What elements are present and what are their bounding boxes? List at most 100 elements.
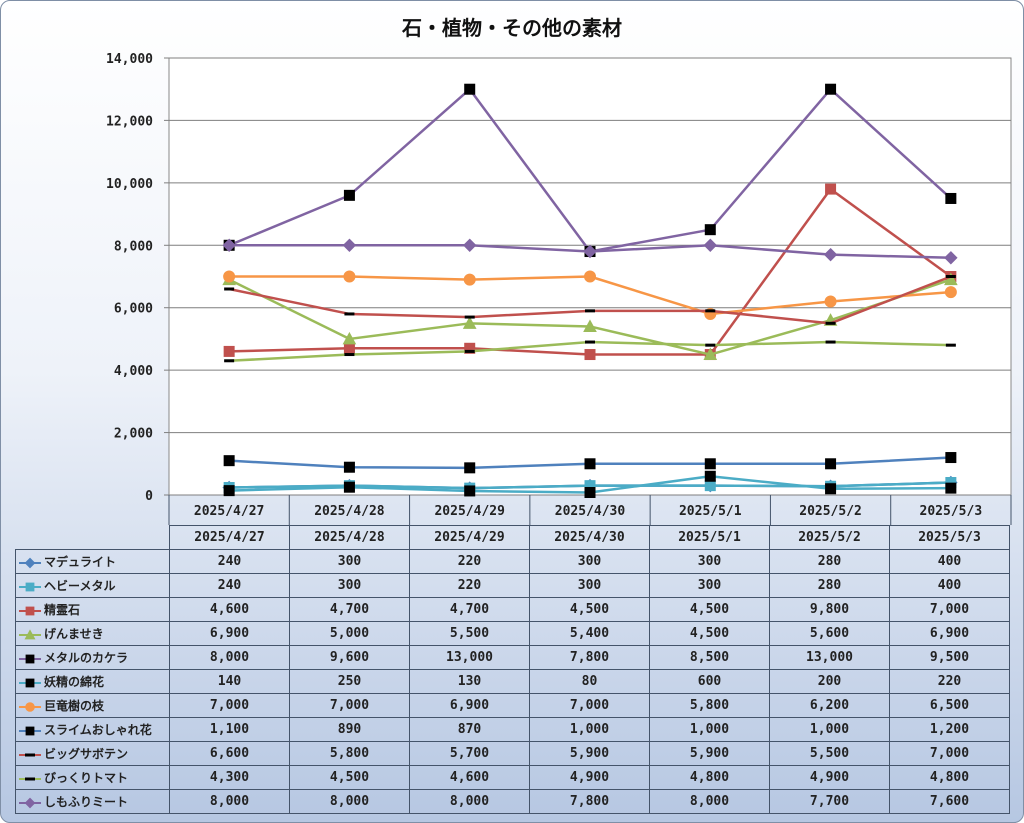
- table-row: げんませき 6,900 5,000 5,500 5,400 4,500 5,600 6,900: [15, 621, 1010, 646]
- data-point: [825, 183, 837, 195]
- y-tick-label: 4,000: [114, 364, 153, 379]
- data-label: 8,000: [649, 789, 770, 814]
- data-label: 300: [289, 573, 410, 598]
- data-point: [463, 273, 476, 286]
- data-point: [945, 275, 956, 278]
- series-name: びっくりトマト: [44, 771, 129, 785]
- data-label: 4,600: [169, 597, 290, 622]
- data-point: [224, 287, 235, 291]
- data-point: [944, 272, 958, 286]
- data-point: [344, 353, 355, 357]
- table-column-header: 2025/4/30: [529, 525, 650, 550]
- legend-key-marker: [24, 557, 36, 568]
- data-label: 5,000: [289, 621, 410, 646]
- x-tick-label: 2025/5/1: [679, 504, 742, 519]
- data-point: [584, 458, 596, 470]
- y-tick-label: 14,000: [106, 52, 153, 67]
- data-label: 7,600: [889, 789, 1010, 814]
- data-label: 5,900: [529, 741, 650, 766]
- table-column-header: 2025/4/28: [289, 525, 410, 550]
- legend-key: [19, 726, 41, 735]
- y-tick-label: 10,000: [106, 177, 153, 192]
- series-name: ビッグサボテン: [44, 747, 129, 761]
- series-name: 妖精の綿花: [44, 675, 105, 689]
- series-name: スライムおしゃれ花: [44, 723, 152, 737]
- series-11: [222, 238, 958, 265]
- data-point: [704, 224, 716, 236]
- data-point: [343, 342, 355, 354]
- table-row: メタルのカケラ 8,000 9,600 13,000 7,800 8,500 13,000 9…: [15, 645, 1010, 670]
- data-point: [584, 349, 596, 361]
- data-table: 2025/4/27 2025/4/28 2025/4/29 2025/4/30 2025…: [15, 525, 1010, 814]
- data-label: 13,000: [769, 645, 890, 670]
- data-point: [343, 461, 355, 473]
- series-name-cell: しもふりミート: [15, 789, 170, 814]
- data-point: [945, 452, 957, 464]
- data-point: [824, 295, 837, 308]
- data-label: 6,600: [169, 741, 290, 766]
- data-label: 9,500: [889, 645, 1010, 670]
- data-point: [944, 251, 958, 265]
- data-point: [464, 349, 475, 353]
- series-10: [224, 340, 956, 363]
- data-label: 8,000: [169, 645, 290, 670]
- data-label: 4,800: [649, 765, 770, 790]
- data-label: 4,500: [529, 597, 650, 622]
- data-label: 7,000: [529, 693, 650, 718]
- data-label: 220: [409, 549, 530, 574]
- legend-key-marker: [24, 797, 36, 808]
- legend-key: [19, 654, 41, 663]
- series-name: げんませき: [44, 627, 104, 641]
- data-label: 5,400: [529, 621, 650, 646]
- x-tick-label: 2025/5/2: [799, 504, 862, 519]
- table-corner-cell: [15, 525, 170, 550]
- legend-key-marker: [25, 678, 35, 687]
- y-tick-label: 0: [145, 489, 153, 504]
- data-label: 4,500: [649, 597, 770, 622]
- data-label: 5,600: [769, 621, 890, 646]
- data-point: [464, 485, 476, 497]
- data-point: [705, 309, 716, 313]
- series-name-cell: 妖精の綿花: [15, 669, 170, 694]
- data-point: [944, 286, 957, 299]
- data-label: 4,900: [529, 765, 650, 790]
- data-label: 4,700: [289, 597, 410, 622]
- table-row: マデュライト 240 300 220 300 300 280 400: [15, 549, 1010, 574]
- series-7: [223, 270, 957, 320]
- data-point: [584, 270, 596, 283]
- table-column-header: 2025/5/1: [649, 525, 770, 550]
- data-label: 7,000: [289, 693, 410, 718]
- data-label: 1,200: [889, 717, 1010, 742]
- data-point: [462, 316, 477, 329]
- data-label: 4,900: [769, 765, 890, 790]
- series-name: 巨竜樹の枝: [44, 699, 105, 713]
- data-point: [704, 480, 716, 492]
- legend-key: [19, 628, 41, 639]
- legend-key-marker: [25, 726, 35, 735]
- legend-key: [19, 557, 41, 568]
- legend-key-marker: [24, 628, 36, 639]
- chart-title: 石・植物・その他の素材: [401, 16, 622, 40]
- series-name-cell: げんませき: [15, 621, 170, 646]
- data-label: 7,000: [889, 597, 1010, 622]
- data-point: [945, 192, 957, 204]
- series-name-cell: 巨竜樹の枝: [15, 693, 170, 718]
- series-name-cell: ヘビーメタル: [15, 573, 170, 598]
- data-point: [705, 343, 716, 347]
- data-point: [945, 482, 957, 494]
- data-point: [464, 462, 476, 474]
- data-point: [343, 481, 355, 493]
- data-point: [585, 340, 595, 344]
- data-label: 300: [289, 549, 410, 574]
- data-label: 240: [169, 549, 290, 574]
- series-name-cell: ビッグサボテン: [15, 741, 170, 766]
- x-tick-label: 2025/4/28: [314, 504, 385, 519]
- series-name-cell: メタルのカケラ: [15, 645, 170, 670]
- data-label: 5,800: [649, 693, 770, 718]
- data-point: [223, 345, 235, 357]
- data-label: 400: [889, 573, 1010, 598]
- table-row: ヘビーメタル 240 300 220 300 300 280 400: [15, 573, 1010, 598]
- data-point: [823, 247, 838, 262]
- data-point: [585, 309, 595, 313]
- table-row: しもふりミート 8,000 8,000 8,000 7,800 8,000 7,700 7,6…: [15, 789, 1010, 814]
